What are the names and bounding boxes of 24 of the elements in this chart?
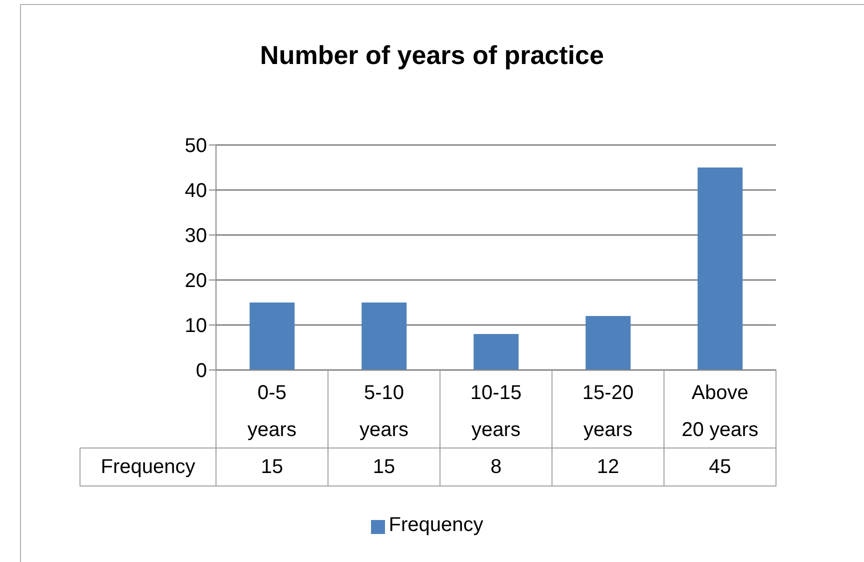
x-tick-label: 15-20 years <box>582 382 634 441</box>
x-tick-label: 5-10 years <box>360 382 408 441</box>
y-tick-label: 40 <box>184 180 207 202</box>
y-tick-label: 50 <box>184 135 207 158</box>
data-label: 12 <box>596 456 620 478</box>
legend-label: Frequency <box>388 514 484 536</box>
bar <box>586 316 631 370</box>
y-tick-label: 30 <box>184 225 207 248</box>
data-label: 15 <box>372 456 396 478</box>
x-tick-label: 0-5 years <box>248 382 296 441</box>
y-tick-label: 0 <box>196 360 207 382</box>
bar <box>362 302 407 370</box>
text: Frequency <box>100 456 196 478</box>
y-tick-label: 20 <box>184 270 207 292</box>
chart-title: Number of years of practice <box>259 40 605 71</box>
x-tick-label: Above 20 years <box>682 382 758 441</box>
y-tick-label: 10 <box>184 315 207 338</box>
bar <box>698 168 743 370</box>
x-tick-label: 10-15 years <box>470 382 522 441</box>
bar <box>250 302 295 370</box>
data-label: 8 <box>490 456 502 478</box>
data-label: 45 <box>708 456 732 478</box>
bar <box>474 334 519 370</box>
data-label: 15 <box>260 456 284 478</box>
